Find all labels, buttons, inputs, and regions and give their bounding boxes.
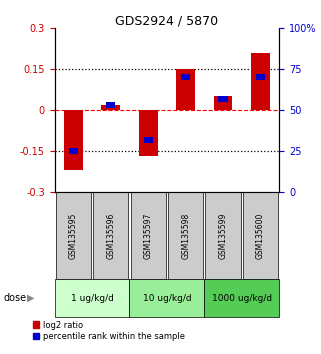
FancyBboxPatch shape [243, 192, 278, 279]
Bar [176, 69, 195, 110]
Text: dose: dose [3, 293, 26, 303]
FancyBboxPatch shape [205, 192, 241, 279]
Text: 1 ug/kg/d: 1 ug/kg/d [71, 293, 113, 303]
Text: 1000 ug/kg/d: 1000 ug/kg/d [212, 293, 272, 303]
Bar [214, 97, 232, 110]
FancyBboxPatch shape [93, 192, 128, 279]
Bar [139, 110, 158, 156]
Bar [69, 148, 78, 154]
Text: 10 ug/kg/d: 10 ug/kg/d [143, 293, 191, 303]
FancyBboxPatch shape [55, 279, 129, 317]
FancyBboxPatch shape [204, 279, 279, 317]
Bar [181, 74, 190, 80]
Text: GSM135597: GSM135597 [144, 212, 153, 259]
Text: GSM135596: GSM135596 [106, 212, 115, 259]
Bar [101, 105, 120, 110]
Bar [256, 74, 265, 80]
Legend: log2 ratio, percentile rank within the sample: log2 ratio, percentile rank within the s… [32, 320, 186, 342]
Title: GDS2924 / 5870: GDS2924 / 5870 [115, 14, 219, 27]
FancyBboxPatch shape [168, 192, 203, 279]
Bar [218, 96, 228, 102]
FancyBboxPatch shape [56, 192, 91, 279]
Text: ▶: ▶ [27, 293, 35, 303]
FancyBboxPatch shape [131, 192, 166, 279]
Text: GSM135595: GSM135595 [69, 212, 78, 259]
Text: GSM135598: GSM135598 [181, 212, 190, 258]
Text: GSM135600: GSM135600 [256, 212, 265, 259]
Bar [106, 102, 116, 108]
Bar [64, 110, 83, 170]
Text: GSM135599: GSM135599 [219, 212, 228, 259]
FancyBboxPatch shape [129, 279, 204, 317]
Bar [143, 137, 153, 143]
Bar [251, 53, 270, 110]
